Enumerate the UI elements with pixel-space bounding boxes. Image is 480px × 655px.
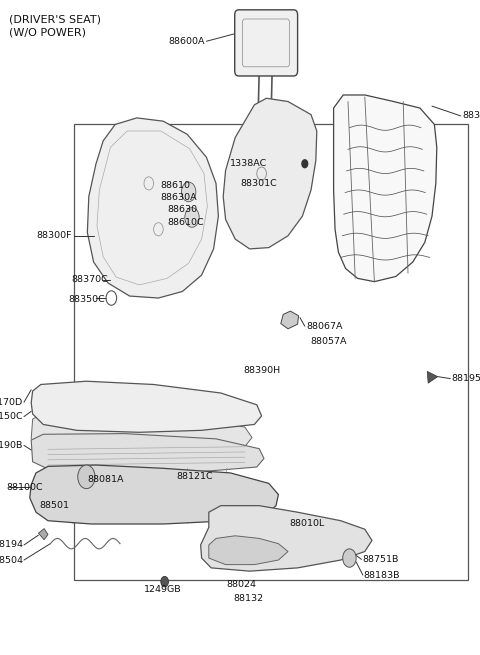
Text: 88504: 88504 bbox=[0, 555, 23, 565]
Polygon shape bbox=[31, 381, 262, 432]
Polygon shape bbox=[209, 536, 288, 565]
Text: 88183B: 88183B bbox=[364, 571, 400, 580]
Polygon shape bbox=[427, 371, 438, 383]
Polygon shape bbox=[38, 529, 48, 540]
Polygon shape bbox=[31, 411, 252, 451]
Text: 88350C: 88350C bbox=[68, 295, 105, 305]
Text: 88630A: 88630A bbox=[161, 193, 197, 202]
Text: 88190B: 88190B bbox=[0, 441, 23, 450]
Polygon shape bbox=[30, 465, 278, 524]
Polygon shape bbox=[97, 131, 207, 285]
Text: 88751B: 88751B bbox=[362, 555, 399, 564]
Text: 88194: 88194 bbox=[0, 540, 23, 550]
Text: 1338AC: 1338AC bbox=[230, 159, 267, 168]
Text: (DRIVER'S SEAT): (DRIVER'S SEAT) bbox=[9, 14, 101, 24]
Text: 88100C: 88100C bbox=[6, 483, 43, 492]
Text: 88600A: 88600A bbox=[168, 37, 205, 46]
Text: 88121C: 88121C bbox=[177, 472, 213, 481]
Polygon shape bbox=[31, 434, 264, 472]
Text: 88170D: 88170D bbox=[0, 398, 23, 407]
Text: 88057A: 88057A bbox=[311, 337, 347, 346]
Text: 88370C: 88370C bbox=[71, 274, 108, 284]
Text: (W/O POWER): (W/O POWER) bbox=[9, 28, 85, 37]
Polygon shape bbox=[223, 98, 317, 249]
Polygon shape bbox=[87, 118, 218, 298]
Text: 88081A: 88081A bbox=[87, 475, 124, 484]
Text: 88610C: 88610C bbox=[167, 217, 204, 227]
Circle shape bbox=[78, 465, 95, 489]
Circle shape bbox=[185, 208, 199, 227]
Circle shape bbox=[302, 160, 308, 168]
Circle shape bbox=[181, 182, 196, 202]
Text: 88390N: 88390N bbox=[462, 111, 480, 121]
Text: 88132: 88132 bbox=[234, 594, 264, 603]
Polygon shape bbox=[281, 311, 299, 329]
Circle shape bbox=[343, 549, 356, 567]
Text: 88610: 88610 bbox=[161, 181, 191, 190]
Text: 88390H: 88390H bbox=[244, 365, 281, 375]
Text: 1249GB: 1249GB bbox=[144, 585, 181, 594]
Bar bbox=[74, 124, 468, 580]
FancyBboxPatch shape bbox=[235, 10, 298, 76]
Circle shape bbox=[161, 576, 168, 587]
Polygon shape bbox=[334, 95, 437, 282]
Text: 88195B: 88195B bbox=[452, 374, 480, 383]
Text: 88300F: 88300F bbox=[36, 231, 72, 240]
Text: 88150C: 88150C bbox=[0, 412, 23, 421]
Text: 88301C: 88301C bbox=[240, 179, 277, 188]
Text: 88501: 88501 bbox=[39, 501, 70, 510]
Polygon shape bbox=[201, 506, 372, 571]
Text: 88067A: 88067A bbox=[306, 322, 343, 331]
Text: 88010L: 88010L bbox=[289, 519, 324, 529]
Text: 88024: 88024 bbox=[227, 580, 256, 589]
Text: 88630: 88630 bbox=[167, 205, 197, 214]
